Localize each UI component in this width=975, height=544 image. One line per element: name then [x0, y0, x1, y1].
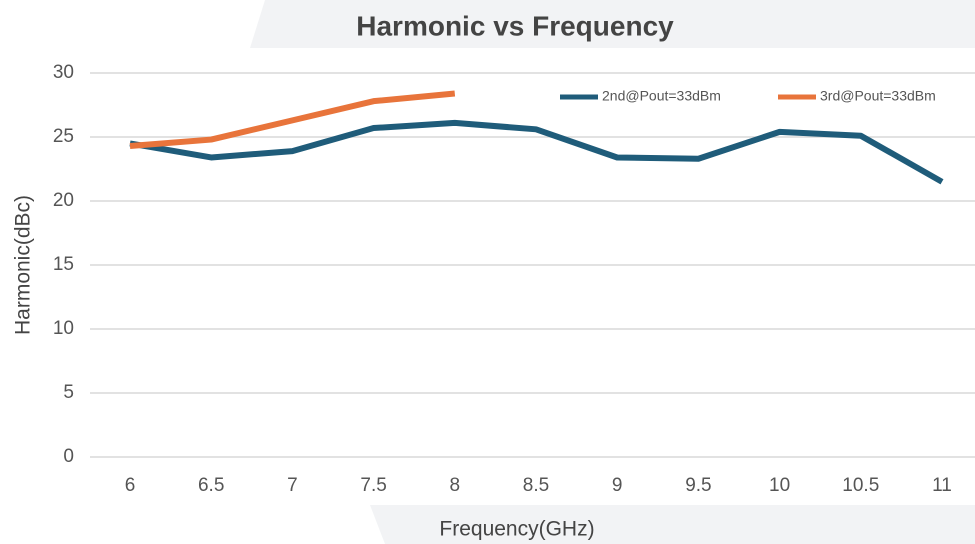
- x-tick-label: 6: [125, 475, 136, 496]
- legend-label: 2nd@Pout=33dBm: [602, 88, 721, 104]
- y-tick-label: 30: [53, 62, 74, 83]
- x-axis-label: Frequency(GHz): [439, 518, 594, 541]
- x-tick-label: 6.5: [198, 475, 224, 496]
- y-tick-label: 5: [63, 382, 74, 403]
- background-shape: [250, 0, 975, 48]
- x-tick-label: 8: [450, 475, 461, 496]
- y-tick-label: 10: [53, 318, 74, 339]
- series-line: [129, 90, 456, 149]
- y-tick-label: 20: [53, 190, 74, 211]
- x-tick-label: 9: [612, 475, 623, 496]
- y-tick-label: 25: [53, 126, 74, 147]
- background-shape: [370, 505, 975, 544]
- x-tick-label: 7: [287, 475, 298, 496]
- x-tick-label: 10: [769, 475, 790, 496]
- x-tick-label: 7.5: [360, 475, 386, 496]
- x-tick-label: 8.5: [523, 475, 549, 496]
- x-tick-label: 11: [932, 475, 952, 496]
- x-tick-label: 9.5: [685, 475, 711, 496]
- y-axis-label: Harmonic(dBc): [12, 195, 35, 335]
- chart-title: Harmonic vs Frequency: [356, 10, 674, 41]
- x-tick-label: 10.5: [842, 475, 879, 496]
- legend-label: 3rd@Pout=33dBm: [820, 88, 936, 104]
- y-tick-label: 0: [63, 446, 74, 467]
- y-tick-label: 15: [53, 254, 74, 275]
- series-line: [129, 119, 944, 185]
